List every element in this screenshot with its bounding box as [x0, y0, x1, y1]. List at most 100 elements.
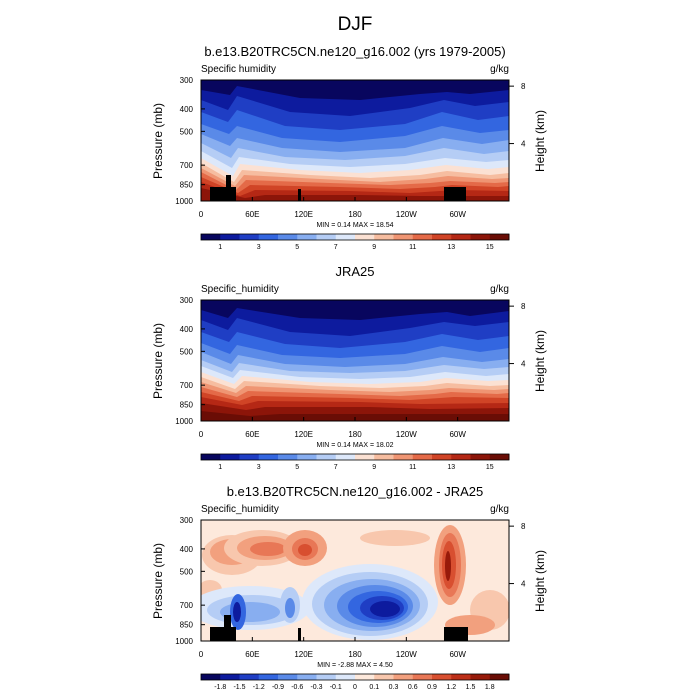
colorbar-label: 5 — [295, 244, 299, 251]
colorbar-swatch — [393, 674, 414, 680]
y-tick-label: 400 — [180, 545, 194, 554]
colorbar-swatch — [374, 234, 394, 240]
colorbar-swatch — [489, 234, 510, 240]
colorbar: 1 3 5 7 9 11 13 15 — [200, 233, 510, 251]
colorbar-label: 9 — [372, 244, 376, 251]
colorbar-frame — [200, 453, 510, 461]
y-axis-label: Pressure (mb) — [151, 323, 165, 399]
colorbar-swatch — [489, 674, 510, 680]
colorbar-swatch — [239, 454, 260, 460]
colorbar-swatch — [297, 454, 317, 460]
colorbar-swatch — [258, 674, 279, 680]
heatmap-field — [201, 520, 509, 641]
y-tick-label: 700 — [180, 161, 194, 170]
panel-model: b.e13.B20TRC5CN.ne120_g16.002 (yrs 1979-… — [151, 44, 547, 251]
colorbar: -1.8 -1.5 -1.2 -0.9 -0.6 -0.3 -0.1 0 0.1 0.3 0.6 0.… — [200, 673, 510, 691]
y-axis-right-label: Height (km) — [533, 550, 547, 612]
colorbar-swatch — [393, 454, 414, 460]
colorbar-label: -0.9 — [272, 684, 284, 691]
variable-label: Specific_humidity — [201, 504, 279, 515]
height-tick-label: 4 — [521, 140, 526, 149]
height-axis-ticks: 84 — [509, 302, 526, 369]
y-tick-label: 1000 — [175, 637, 193, 646]
colorbar-swatch — [374, 454, 394, 460]
height-tick-label: 4 — [521, 580, 526, 589]
panel-reanalysis: JRA25 Specific_humidity g/kg 0 60E 120E 180… — [151, 264, 547, 471]
height-tick-label: 8 — [521, 82, 526, 91]
colorbar-label: 7 — [334, 244, 338, 251]
variable-label: Specific humidity — [201, 64, 276, 75]
min-max-label: MIN = 0.14 MAX = 18.54 — [316, 222, 393, 229]
colorbar: 1 3 5 7 9 11 13 15 — [200, 453, 510, 471]
colorbar-swatch — [278, 674, 298, 680]
x-tick-label: 60W — [449, 430, 466, 439]
colorbar-swatch — [432, 234, 452, 240]
x-tick-label: 60E — [245, 650, 259, 659]
x-tick-label: 180 — [348, 210, 362, 219]
colorbar-label: 5 — [295, 464, 299, 471]
colorbar-swatch — [355, 674, 375, 680]
y-axis-label: Pressure (mb) — [151, 543, 165, 619]
y-tick-label: 300 — [180, 76, 194, 85]
min-max-label: MIN = 0.14 MAX = 18.02 — [316, 442, 393, 449]
x-tick-label: 120E — [294, 430, 313, 439]
x-axis-ticks: 0 60E 120E 180 120W 60W — [199, 417, 466, 439]
x-tick-label: 180 — [348, 430, 362, 439]
colorbar-label: 13 — [447, 464, 455, 471]
y-tick-label: 500 — [180, 127, 194, 136]
x-tick-label: 120W — [396, 650, 417, 659]
colorbar-label: 1.2 — [446, 684, 456, 691]
colorbar-label: -1.8 — [214, 684, 226, 691]
colorbar-swatch — [316, 454, 337, 460]
y-tick-label: 850 — [180, 621, 194, 630]
colorbar-label: 0 — [353, 684, 357, 691]
height-tick-label: 8 — [521, 522, 526, 531]
y-tick-label: 400 — [180, 105, 194, 114]
colorbar-swatch — [239, 234, 260, 240]
colorbar-label: 0.6 — [408, 684, 418, 691]
colorbar-swatch — [201, 454, 221, 460]
units-label: g/kg — [490, 64, 509, 75]
x-axis-ticks: 0 60E 120E 180 120W 60W — [199, 197, 466, 219]
colorbar-label: 0.9 — [427, 684, 437, 691]
colorbar-label: 1.5 — [466, 684, 476, 691]
colorbar-swatch — [355, 454, 375, 460]
colorbar-swatch — [278, 234, 298, 240]
heatmap-field — [201, 300, 509, 421]
colorbar-swatch — [412, 454, 433, 460]
heatmap-field — [201, 80, 509, 201]
colorbar-swatch — [335, 234, 356, 240]
colorbar-label: -0.6 — [291, 684, 303, 691]
x-tick-label: 120E — [294, 650, 313, 659]
colorbar-label: 11 — [409, 244, 416, 251]
colorbar-swatch — [335, 454, 356, 460]
colorbar-label: -1.5 — [233, 684, 245, 691]
figure-title: DJF — [338, 14, 373, 35]
colorbar-swatch — [220, 674, 240, 680]
colorbar-swatch — [220, 234, 240, 240]
colorbar-swatch — [239, 674, 260, 680]
colorbar-frame — [200, 673, 510, 681]
colorbar-label: 3 — [257, 464, 261, 471]
x-tick-label: 0 — [199, 650, 204, 659]
colorbar-swatch — [297, 234, 317, 240]
colorbar-swatch — [412, 674, 433, 680]
colorbar-swatch — [393, 234, 414, 240]
panel-title: JRA25 — [335, 264, 374, 279]
y-tick-label: 300 — [180, 296, 194, 305]
panel-title: b.e13.B20TRC5CN.ne120_g16.002 (yrs 1979-… — [204, 44, 505, 59]
y-tick-label: 1000 — [175, 417, 193, 426]
colorbar-swatch — [432, 454, 452, 460]
colorbar-label: -0.1 — [330, 684, 342, 691]
panel-difference: b.e13.B20TRC5CN.ne120_g16.002 - JRA25 Sp… — [151, 484, 547, 691]
colorbar-label: -1.2 — [253, 684, 265, 691]
panel-title: b.e13.B20TRC5CN.ne120_g16.002 - JRA25 — [227, 484, 484, 499]
y-axis-right-label: Height (km) — [533, 330, 547, 392]
y-axis-right-label: Height (km) — [533, 110, 547, 172]
y-tick-label: 500 — [180, 567, 194, 576]
colorbar-label: 7 — [334, 464, 338, 471]
x-axis-ticks: 0 60E 120E 180 120W 60W — [199, 637, 466, 659]
y-tick-label: 500 — [180, 347, 194, 356]
colorbar-label: 11 — [409, 464, 416, 471]
